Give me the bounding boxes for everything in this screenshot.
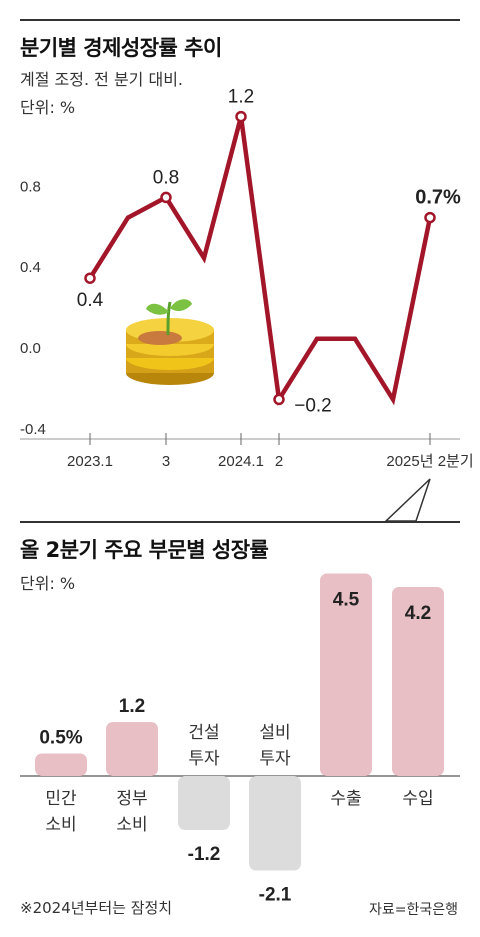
category-label: 소비	[116, 815, 147, 834]
x-tick-label: 3	[162, 453, 170, 470]
data-point-label: 0.8	[153, 167, 179, 188]
data-point-marker	[84, 272, 96, 284]
footnote: ※2024년부터는 잠정치	[20, 899, 173, 917]
category-label: 투자	[188, 749, 220, 768]
callout-bracket	[384, 478, 431, 522]
y-tick-label: 0.0	[20, 340, 41, 357]
data-point-marker	[424, 211, 436, 224]
middle-rule	[20, 521, 460, 523]
data-point-marker	[160, 191, 172, 204]
data-point-marker	[273, 393, 285, 406]
line-chart-unit: 단위: %	[20, 98, 76, 117]
category-label: 건설	[188, 723, 219, 742]
category-label: 민간	[45, 789, 77, 808]
bar-value-label: 4.2	[405, 603, 431, 624]
data-point-label: 0.4	[77, 290, 104, 311]
data-point-label: 1.2	[228, 87, 254, 108]
line-chart-title: 분기별 경제성장률 추이	[20, 36, 222, 60]
bar	[178, 776, 230, 830]
x-tick-label: 2023.1	[67, 453, 113, 470]
y-tick-label: -0.4	[20, 421, 46, 438]
category-label: 투자	[259, 749, 291, 768]
bar	[320, 573, 372, 776]
category-label: 설비	[259, 723, 290, 742]
bar	[106, 722, 158, 776]
top-rule	[20, 19, 460, 21]
category-label: 소비	[45, 815, 76, 834]
bar-chart-title: 올 2분기 주요 부문별 성장률	[20, 538, 269, 562]
bar	[392, 587, 444, 776]
y-tick-label: 0.4	[20, 259, 41, 276]
x-tick-label: 2	[275, 453, 283, 470]
bar-value-label: -1.2	[188, 844, 221, 865]
x-tick-label: 2024.1	[218, 453, 264, 470]
category-label: 수출	[330, 789, 361, 808]
bar-value-label: 0.5%	[39, 728, 82, 749]
source-label: 자료=한국은행	[368, 902, 458, 918]
line-chart-note: 계절 조정. 전 분기 대비.	[20, 70, 183, 89]
line-chart: 0.8 0.4 0.0 -0.4 2023.1 3 2024.1 2 2025년 2분기 0.4 0…	[20, 87, 474, 522]
data-point-marker	[235, 110, 247, 123]
bar	[35, 753, 87, 776]
bar-value-label: 4.5	[333, 590, 360, 611]
bar-value-label: 1.2	[119, 696, 145, 717]
y-tick-label: 0.8	[20, 178, 41, 195]
bar-value-label: -2.1	[259, 885, 292, 906]
coin-stack-with-sprout-icon	[126, 299, 214, 385]
category-label: 수입	[402, 789, 433, 808]
bar-chart-unit: 단위: %	[20, 574, 76, 593]
series-line	[88, 116, 433, 406]
bar	[249, 776, 301, 871]
x-tick-label: 2025년 2분기	[386, 453, 473, 470]
data-point-label: −0.2	[294, 395, 332, 416]
data-point-label: 0.7%	[415, 187, 461, 209]
category-label: 정부	[116, 789, 147, 808]
